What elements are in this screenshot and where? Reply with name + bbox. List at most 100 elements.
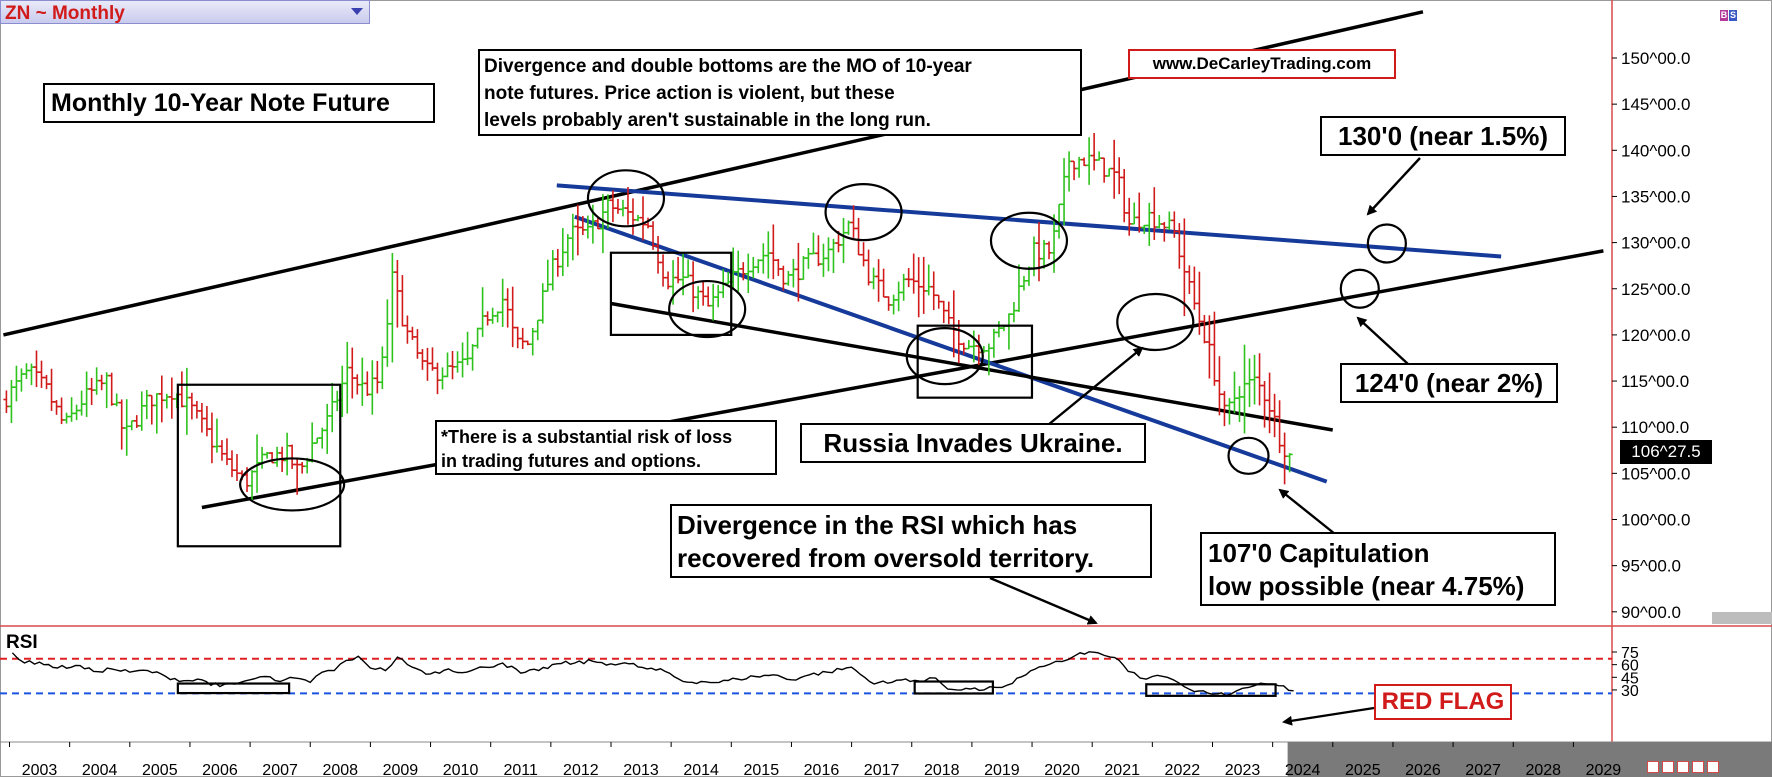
nav-end-icon[interactable] [1707, 761, 1719, 773]
price-bar [695, 286, 702, 310]
nav-zoom-icon[interactable] [1662, 761, 1674, 773]
price-bar [344, 341, 351, 414]
arrow-capitulation [1278, 488, 1336, 535]
price-bar [48, 368, 55, 411]
x-tick-label: 2009 [383, 762, 419, 777]
arrow-130-target [1366, 157, 1421, 216]
russia-annotation: Russia Invades Ukraine. [800, 423, 1146, 463]
highlight-circle [239, 457, 346, 512]
price-bar [374, 360, 381, 394]
price-bar [183, 367, 190, 435]
x-tick-label: 2007 [262, 762, 298, 777]
price-bar [68, 397, 75, 422]
price-bar [78, 390, 85, 416]
price-bar [284, 432, 291, 476]
price-bar [1005, 313, 1012, 350]
price-bar [800, 256, 807, 281]
chevron-down-icon[interactable] [351, 8, 363, 15]
x-tick-label: 2012 [563, 762, 599, 777]
trendline-blue [556, 183, 1502, 259]
rsi-tick-label: 30 [1621, 683, 1639, 700]
price-bar [925, 264, 932, 296]
price-bar [705, 286, 712, 307]
y-tick-label: 100^00.0 [1621, 511, 1690, 530]
price-bar [1010, 302, 1017, 323]
price-bar [690, 261, 697, 313]
price-bar [168, 377, 175, 419]
y-tick-label: 115^00.0 [1621, 372, 1689, 391]
price-bar [469, 344, 476, 371]
price-bar [274, 446, 281, 467]
nav-fit-icon[interactable] [1677, 761, 1689, 773]
price-bar [1266, 372, 1273, 434]
price-bar [474, 327, 481, 349]
price-bar [1101, 157, 1108, 183]
brand-url[interactable]: www.DeCarleyTrading.com [1128, 49, 1396, 79]
x-tick-label: 2025 [1345, 762, 1381, 777]
price-bar [780, 265, 787, 291]
arrow-124-target [1356, 316, 1409, 365]
price-bar [870, 267, 877, 290]
y-tick-label: 150^00.0 [1621, 49, 1690, 68]
price-bar [735, 250, 742, 292]
rsi-tick-label: 75 [1621, 645, 1639, 662]
highlight-circle [1116, 292, 1195, 352]
price-bar [629, 198, 636, 235]
y-tick-label: 135^00.0 [1621, 187, 1690, 206]
price-bar [880, 268, 887, 298]
price-bar [895, 281, 902, 312]
nav-left-icon[interactable] [1647, 761, 1659, 773]
mo-annotation: Divergence and double bottoms are the MO… [478, 49, 1082, 136]
price-bar [479, 287, 486, 337]
nav-right-icon[interactable] [1692, 761, 1704, 773]
price-bar [228, 450, 235, 478]
price-bar [820, 243, 827, 277]
price-bar [434, 362, 441, 395]
price-bar [710, 283, 717, 321]
price-bar [1116, 157, 1123, 195]
axis-scroll-thumb [1712, 612, 1772, 624]
price-bar [33, 350, 40, 388]
red-flag-label: RED FLAG [1374, 684, 1512, 720]
y-tick-label: 95^00.0 [1621, 557, 1681, 576]
risk-annotation: *There is a substantial risk of loss in … [435, 420, 777, 475]
highlight-circle [586, 169, 666, 228]
price-bar [509, 286, 516, 348]
price-bars [3, 133, 1293, 501]
price-bar [143, 389, 150, 420]
price-bar [920, 256, 927, 314]
trendline-blue [574, 214, 1328, 484]
price-bar [1086, 137, 1093, 185]
price-bar [569, 213, 576, 261]
price-bar [1286, 453, 1293, 473]
price-bar [118, 399, 125, 450]
chart-navigation[interactable] [1644, 760, 1719, 778]
price-bar [128, 420, 135, 431]
price-bar [464, 331, 471, 366]
highlight-circle [905, 327, 984, 386]
price-bar [349, 347, 356, 399]
price-bar [108, 372, 115, 406]
highlight-box [176, 383, 342, 548]
price-bar [53, 400, 60, 415]
x-tick-label: 2026 [1405, 762, 1441, 777]
x-tick-label: 2011 [503, 762, 538, 777]
price-bar [329, 382, 336, 433]
price-bar [745, 253, 752, 294]
price-bar [359, 357, 366, 406]
x-tick-label: 2029 [1586, 762, 1622, 777]
price-bar [379, 346, 386, 390]
x-tick-label: 2014 [683, 762, 719, 777]
price-bar [544, 259, 551, 292]
price-bar [965, 339, 972, 350]
price-bar [223, 438, 230, 466]
price-bar [13, 365, 20, 402]
price-bar [940, 300, 947, 324]
x-tick-label: 2017 [864, 762, 900, 777]
last-price-tag: 106^27.5 [1620, 440, 1712, 464]
price-bar [554, 249, 561, 277]
x-tick-label: 2006 [202, 762, 238, 777]
symbol-selector[interactable]: ZN ~ Monthly [0, 0, 370, 24]
price-bar [890, 294, 897, 315]
